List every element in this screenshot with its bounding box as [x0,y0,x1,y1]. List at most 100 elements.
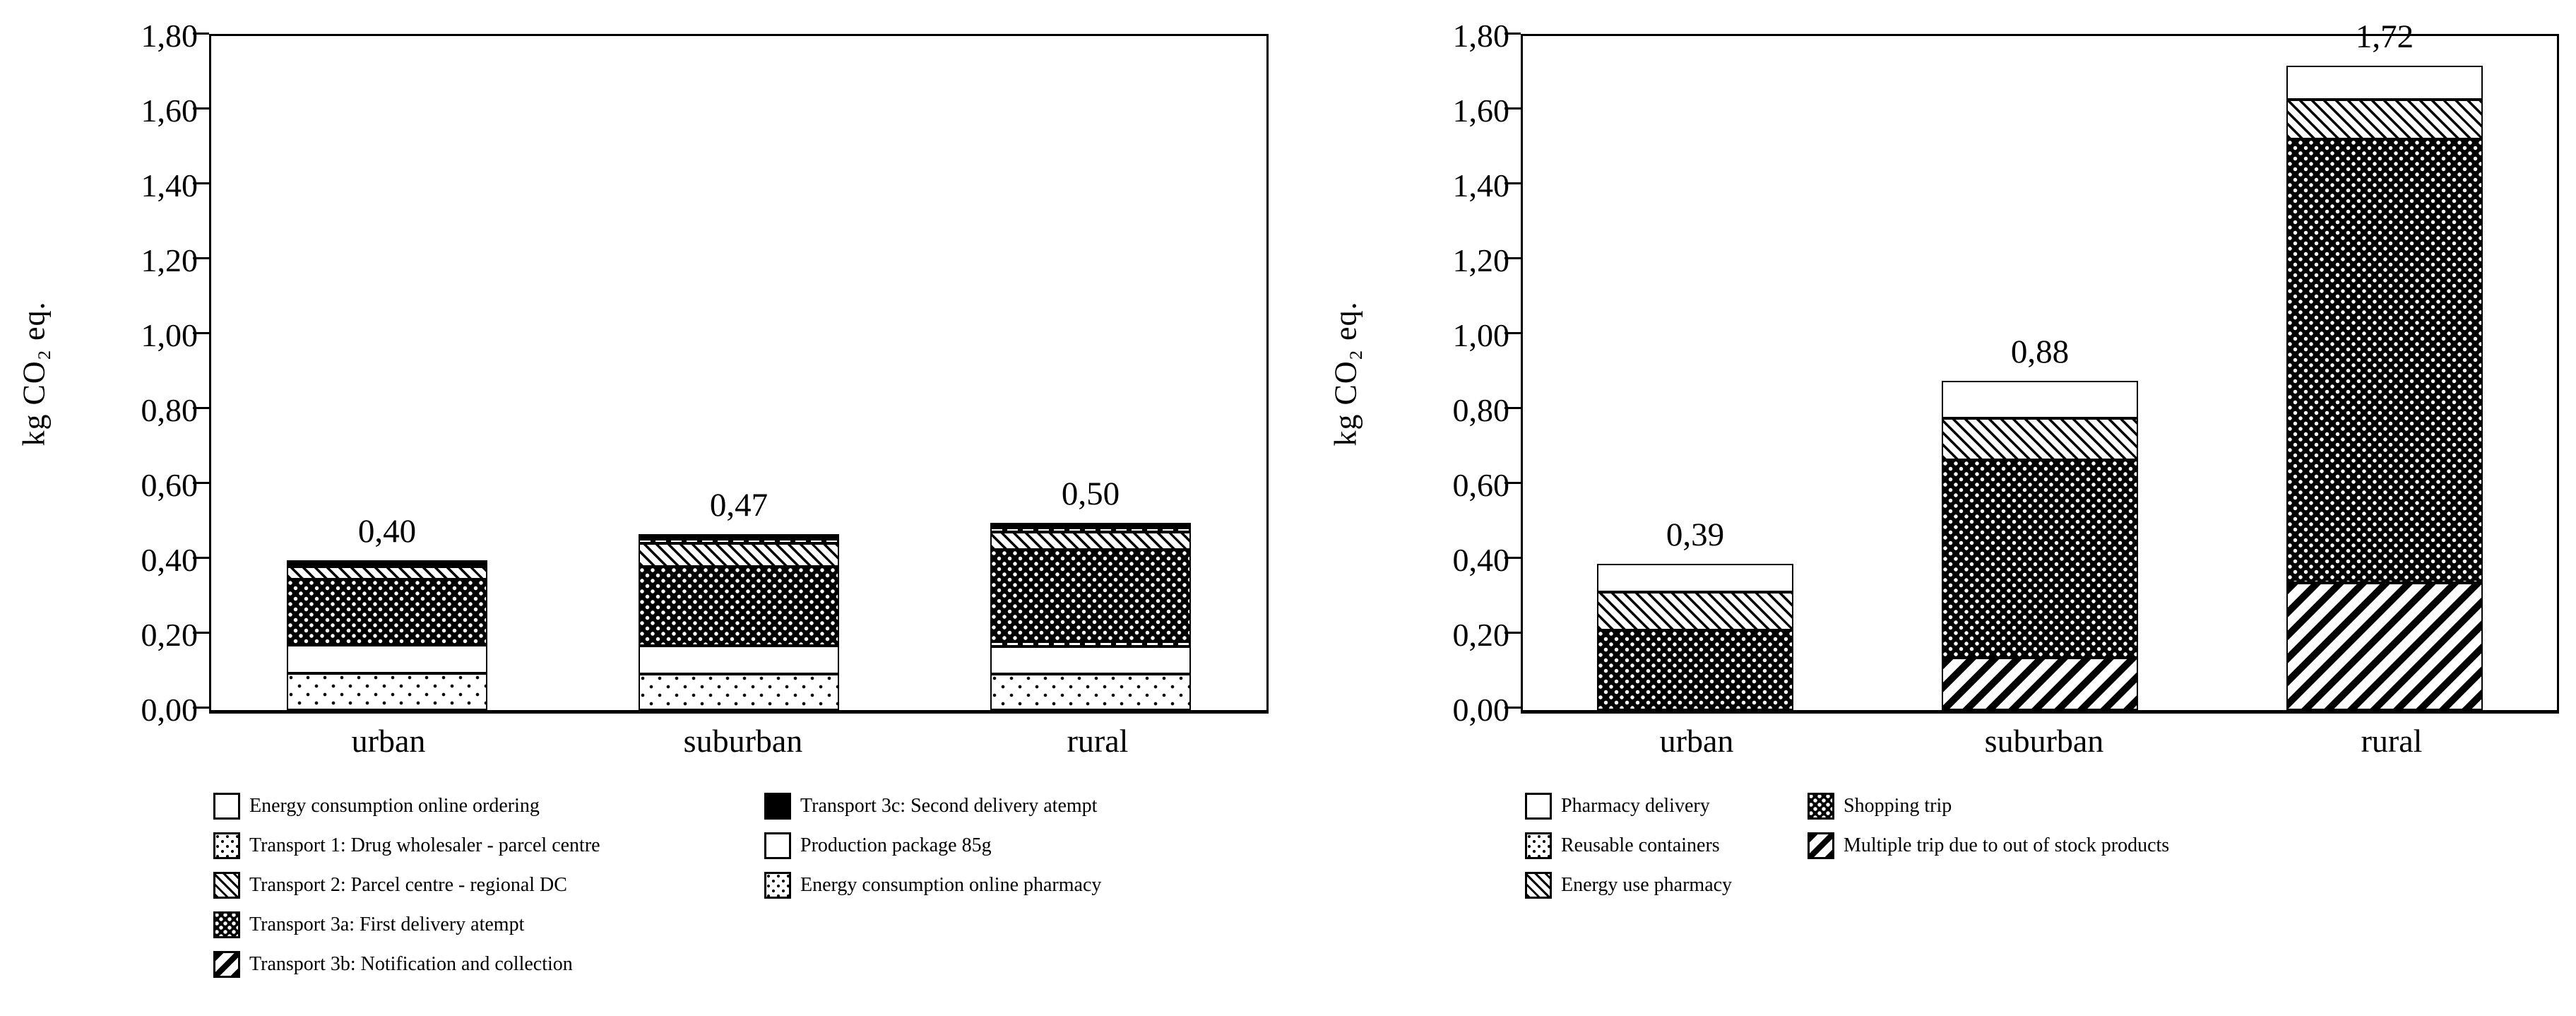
legend-label: Multiple trip due to out of stock produc… [1844,834,2170,856]
bar-segment [1941,380,2139,418]
legend-swatch-dots-dark [1808,792,1834,820]
y-tick-mark [1504,707,1521,709]
y-tick-label: 1,40 [141,167,198,203]
y-tick-label: 1,20 [1452,242,1510,278]
bar-segment [2286,138,2483,583]
y-tick-mark [193,332,209,334]
legend-label: Pharmacy delivery [1561,794,1710,817]
legend-swatch-dots-light [213,832,240,859]
y-tick-mark [1504,632,1521,634]
bar-value-label: 0,50 [1061,475,1120,512]
legend-label: Transport 3c: Second delivery atempt [800,794,1098,817]
plot-row: kg CO₂ eq. 0,00 0,20 0,40 0,60 0,80 1,00 1,20 1… [1316,20,2565,726]
legend-swatch-white [1525,792,1552,820]
legend-column: Energy consumption online ordering Transp… [213,792,764,978]
bar-segment [287,645,487,674]
bar-segment [639,645,839,675]
legend-label: Energy consumption online pharmacy [800,873,1102,896]
y-tick-label: 0,40 [1452,542,1510,578]
legend-label: Transport 3b: Notification and collectio… [249,952,573,975]
y-tick-label: 0,80 [1452,392,1510,428]
bar-segment [639,567,839,646]
bar-slot-suburban: 0,88 [1868,36,2212,710]
online-pharmacy-chart-panel: kg CO₂ eq. 0,00 0,20 0,40 0,60 0,80 1,00 1,20 1… [4,20,1275,978]
y-axis-title-wrap: kg CO₂ eq. [1316,34,1375,714]
y-tick-label: 1,40 [1452,167,1510,203]
legend-label: Transport 2: Parcel centre - regional DC [249,873,567,896]
legend-swatch-white [764,832,791,859]
legend-label: Reusable containers [1561,834,1720,856]
y-tick-label: 1,60 [1452,93,1510,129]
legend-label: Transport 3a: First delivery atempt [249,913,525,935]
stacked-bar-rural [2286,66,2483,710]
stacked-bar-urban [287,560,487,710]
legend-item: Energy consumption online pharmacy [764,871,1101,899]
legend-label: Transport 1: Drug wholesaler - parcel ce… [249,834,600,856]
legend-swatch-dots-light [1525,832,1552,859]
bar-slot-rural: 1,72 [2212,20,2557,710]
bar-segment [990,674,1191,710]
y-axis-title-wrap: kg CO₂ eq. [4,34,64,714]
legend-item: Transport 1: Drug wholesaler - parcel ce… [213,832,764,859]
y-tick-label: 1,00 [1452,317,1510,353]
y-tick-label: 1,80 [1452,18,1510,54]
bar-segment [639,674,839,710]
y-tick-label: 0,20 [141,617,198,653]
bar-segment [990,641,1191,646]
bar-slot-rural: 0,50 [915,36,1266,710]
bar-segment [1941,459,2139,658]
x-category-label: rural [2361,723,2423,759]
y-tick-mark [1504,107,1521,110]
legend-swatch-white [213,792,240,820]
legend-column: Transport 3c: Second delivery atempt Prod… [764,792,1101,978]
legend-item: Production package 85g [764,832,1101,859]
y-tick-label: 1,00 [141,317,198,353]
bar-segment [287,567,487,580]
legend-label: Energy use pharmacy [1561,873,1733,896]
bar-segment [990,549,1191,642]
legend-item: Energy use pharmacy [1525,871,1808,899]
y-tick-mark [193,182,209,184]
y-axis-tick-labels: 0,00 0,20 0,40 0,60 0,80 1,00 1,20 1,40 1,60 1,80 [1375,20,1521,726]
legend-swatch-hatch-thick [1808,832,1834,859]
legend-label: Energy consumption online ordering [249,794,540,817]
bar-segment [990,646,1191,675]
bar-value-label: 0,40 [357,513,417,550]
y-tick-mark [1504,557,1521,559]
bar-segment [990,523,1191,528]
legend-item: Transport 2: Parcel centre - regional DC [213,871,764,899]
x-category-label: urban [1659,723,1734,759]
bar-value-label: 0,88 [2010,333,2070,370]
y-tick-mark [1504,33,1521,35]
bar-slot-urban: 0,39 [1523,36,1868,710]
plot-row: kg CO₂ eq. 0,00 0,20 0,40 0,60 0,80 1,00 1,20 1… [4,20,1275,726]
legend-item: Transport 3a: First delivery atempt [213,911,764,938]
bar-slot-suburban: 0,47 [563,36,915,710]
bar-segment [1596,592,1794,631]
y-tick-label: 0,80 [141,392,198,428]
bar-segment [287,560,487,567]
bar-slot-urban: 0,40 [211,36,563,710]
x-axis-category-labels: urban suburban rural [211,722,1275,760]
y-tick-label: 1,20 [141,242,198,278]
bar-segment [2286,66,2483,100]
bar-value-label: 0,47 [709,486,768,524]
x-category-label: suburban [1984,723,2104,759]
bar-segment [287,673,487,710]
y-tick-mark [1504,332,1521,334]
y-tick-label: 0,20 [1452,617,1510,653]
y-tick-mark [1504,482,1521,484]
legend-item: Shopping trip [1808,792,2169,820]
bar-value-label: 1,72 [2355,18,2414,56]
bar-segment [639,533,839,539]
y-axis-tick-labels: 0,00 0,20 0,40 0,60 0,80 1,00 1,20 1,40 1,60 1,80 [64,20,209,726]
x-category-label: suburban [683,723,803,759]
stacked-bar-rural [990,523,1191,710]
bar-segment [2286,100,2483,139]
y-axis-title: kg CO₂ eq. [1328,301,1363,447]
legend-swatch-dots-light [764,871,791,899]
bar-value-label: 0,39 [1666,516,1725,554]
legend-swatch-black [764,792,791,820]
bar-segment [287,579,487,646]
stacked-bar-suburban [639,533,839,710]
